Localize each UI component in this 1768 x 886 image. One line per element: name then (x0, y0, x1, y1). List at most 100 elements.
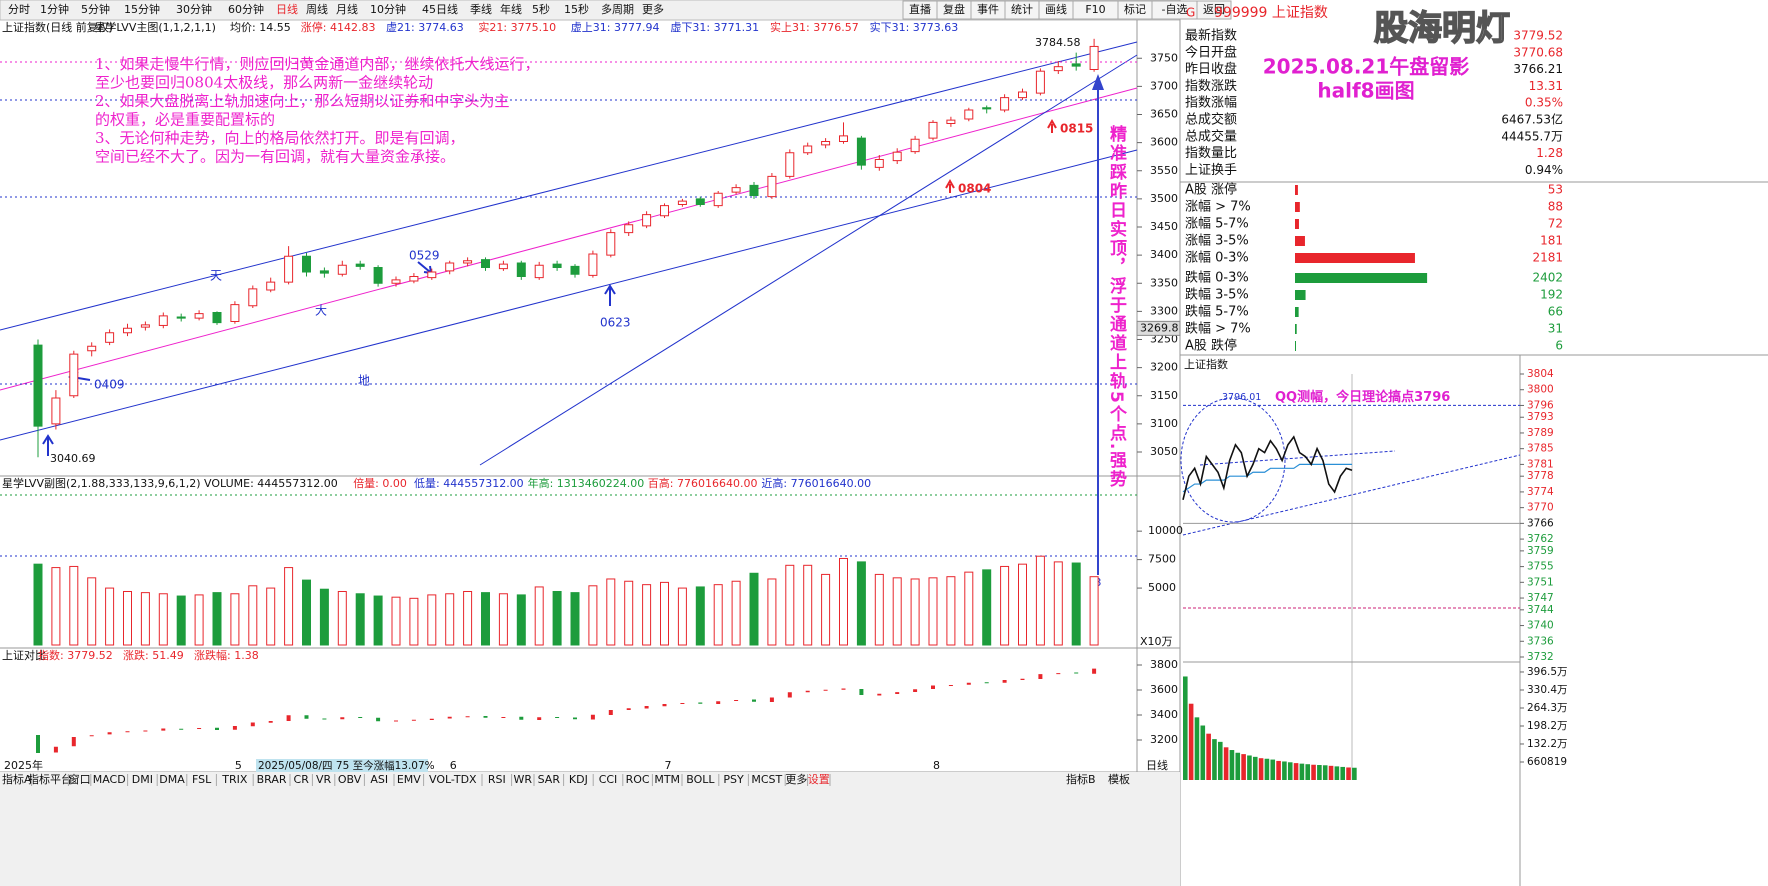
period-button[interactable]: 分时 (8, 3, 30, 16)
annotation-line: 2、如果大盘脱离上轨加速向上，那么短期以证券和中字头为主 (95, 92, 510, 110)
volume-bar (1018, 563, 1027, 646)
tool-label[interactable]: 事件 (977, 3, 999, 16)
candle-body (803, 145, 813, 154)
tool-label[interactable]: 画线 (1045, 2, 1067, 16)
period-button[interactable]: 5分钟 (81, 2, 110, 16)
candle-body (892, 151, 902, 162)
compare-candle (966, 682, 971, 685)
period-button[interactable]: 周线 (306, 2, 328, 16)
intraday-volume-bar (1229, 750, 1235, 780)
tab[interactable]: 指标平台 (28, 772, 72, 786)
info-item: 涨停: 4142.83 (301, 20, 376, 34)
compare-candle (483, 716, 488, 718)
tab[interactable]: 模板 (1108, 772, 1130, 786)
chart-label: 0815 (1060, 122, 1093, 136)
tab[interactable]: MCST (751, 773, 782, 786)
tab[interactable]: MACD (93, 773, 126, 786)
lower-channel (0, 149, 1138, 441)
tab[interactable]: CCI (599, 773, 618, 786)
y-tick-label: 3400 (1150, 248, 1178, 261)
y-tick-label: 3762 (1527, 533, 1554, 545)
tab[interactable]: FSL (192, 773, 212, 786)
period-button[interactable]: 10分钟 (370, 2, 406, 16)
tab[interactable]: BOLL (686, 773, 715, 786)
tab[interactable]: ROC (626, 773, 650, 786)
tool-label[interactable]: -自选 (1162, 3, 1188, 16)
period-button[interactable]: 5秒 (532, 2, 550, 16)
tab[interactable]: DMI (132, 773, 153, 786)
intraday-volume-bar (1264, 758, 1270, 780)
volume-bar (1000, 565, 1010, 646)
tab[interactable]: 指标B (1066, 772, 1096, 786)
compare-candle (465, 716, 470, 718)
period-button[interactable]: 15秒 (564, 2, 589, 16)
candle-body (552, 263, 562, 268)
period-button[interactable]: 45日线 (422, 2, 458, 16)
tool-label[interactable]: 返回 (1203, 3, 1225, 16)
tool-label[interactable]: 统计 (1011, 3, 1033, 16)
tab[interactable]: 窗口 (69, 772, 91, 786)
candle-body (176, 316, 186, 319)
period-button[interactable]: 日线 (276, 2, 298, 16)
period-button[interactable]: 季线 (470, 2, 492, 16)
volume-bar (140, 592, 150, 646)
tab[interactable]: 更多 (785, 772, 807, 786)
volume-bar (839, 557, 848, 646)
tab[interactable]: EMV (397, 773, 421, 786)
intraday-volume-bar (1282, 761, 1287, 780)
compare-candle (358, 717, 363, 718)
tab[interactable]: BRAR (257, 773, 287, 786)
volume-header: 低量: 444557312.00 (414, 477, 524, 490)
tab[interactable]: 设置 (808, 773, 830, 786)
period-button[interactable]: 60分钟 (228, 2, 264, 16)
tab[interactable]: SAR (538, 773, 561, 786)
tool-label[interactable]: 标记 (1124, 2, 1146, 16)
period-button[interactable]: 15分钟 (124, 2, 160, 16)
candle-body (1071, 63, 1081, 67)
tab[interactable]: WR (514, 773, 533, 786)
period-button[interactable]: 年线 (500, 2, 522, 16)
compare-candle (931, 685, 935, 689)
tool-label[interactable]: F10 (1085, 3, 1105, 16)
period-button[interactable]: 多周期 (601, 2, 634, 16)
volume-bar (713, 584, 723, 646)
tab[interactable]: PSY (723, 773, 744, 786)
volume-bar (946, 576, 956, 646)
tool-button[interactable] (1196, 0, 1232, 20)
candle-body (427, 271, 437, 279)
tab[interactable]: KDJ (569, 773, 588, 786)
breadth-bar (1295, 219, 1299, 229)
candle-body (910, 138, 920, 153)
period-button[interactable]: 更多 (642, 2, 664, 16)
period-button[interactable]: 1分钟 (40, 2, 69, 16)
volume-bar (785, 564, 795, 646)
intraday-volume-bar (1311, 764, 1316, 780)
range-note: 2025/05/08/四 75 至今涨幅13.07% (258, 759, 435, 772)
tab[interactable]: RSI (488, 773, 506, 786)
low-label: 3040.69 (50, 452, 96, 465)
tab[interactable]: CR (294, 773, 310, 786)
tab[interactable]: MTM (654, 773, 680, 786)
tool-label[interactable]: 直播 (909, 2, 931, 16)
x-tick-label: 5 (235, 759, 242, 772)
intraday-volume-bar (1235, 752, 1241, 780)
tab[interactable]: 指标A (2, 772, 32, 786)
breadth-bar (1295, 324, 1297, 334)
tab[interactable]: VOL-TDX (429, 773, 477, 786)
candle-body (337, 264, 347, 275)
period-button[interactable]: 30分钟 (176, 2, 212, 16)
compare-candle (322, 718, 327, 720)
tool-label[interactable]: 复盘 (943, 2, 965, 16)
tab[interactable]: OBV (338, 773, 362, 786)
breadth-bar (1295, 185, 1298, 195)
tab[interactable]: TRIX (221, 773, 248, 786)
volume-bar (33, 563, 43, 646)
period-button[interactable]: 月线 (336, 2, 358, 16)
tab[interactable]: ASI (370, 773, 388, 786)
y-tick-label: 7500 (1148, 553, 1176, 566)
tab[interactable]: DMA (159, 773, 185, 786)
tab[interactable]: VR (316, 773, 332, 786)
breadth-label: 跌幅 > 7% (1185, 321, 1251, 337)
chart-label: 0409 (94, 378, 125, 392)
y-tick-label: 3747 (1527, 592, 1554, 604)
